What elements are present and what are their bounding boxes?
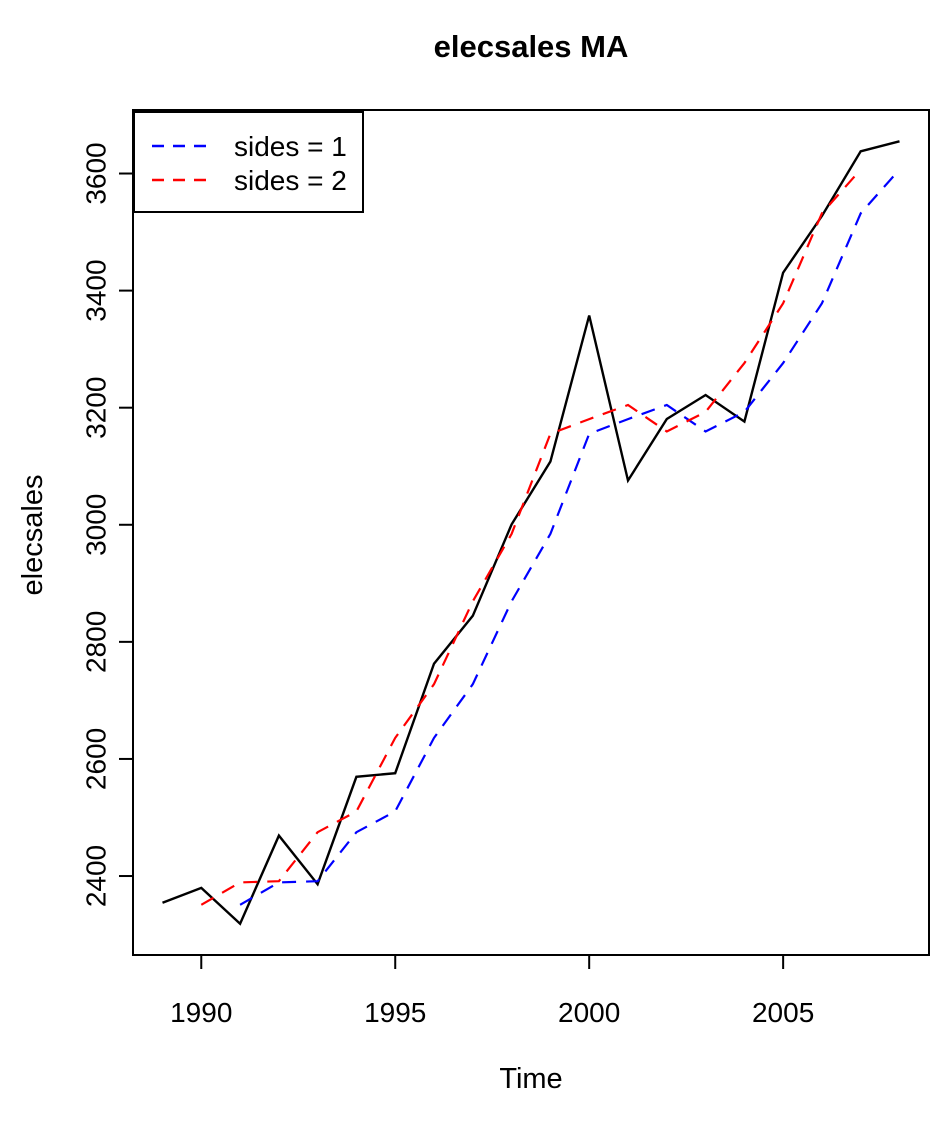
legend-item-label: sides = 1 <box>234 131 347 162</box>
y-tick-label: 3000 <box>81 494 112 556</box>
x-tick-label: 1990 <box>170 997 232 1028</box>
plot-series <box>162 140 901 926</box>
x-axis-ticks: 1990 1995 2000 2005 <box>170 955 814 1028</box>
y-axis-label: elecsales <box>17 475 49 596</box>
y-tick-label: 3600 <box>81 142 112 204</box>
y-tick-label: 3200 <box>81 377 112 439</box>
series-line-sides-1 <box>239 168 901 906</box>
series-line-sides-2 <box>200 168 862 906</box>
y-tick-label: 2400 <box>81 845 112 907</box>
series-line-elecsales <box>162 140 900 926</box>
y-axis-ticks: 2400 2600 2800 3000 3200 3400 3600 <box>81 142 133 907</box>
x-tick-label: 2005 <box>752 997 814 1028</box>
x-tick-label: 2000 <box>558 997 620 1028</box>
y-tick-label: 2600 <box>81 728 112 790</box>
legend-box <box>133 111 364 213</box>
x-axis-label: Time <box>499 1063 562 1095</box>
x-tick-label: 1995 <box>364 997 426 1028</box>
chart-title: elecsales MA <box>434 29 629 64</box>
y-tick-label: 2800 <box>81 611 112 673</box>
y-tick-label: 3400 <box>81 259 112 321</box>
plot-frame <box>132 109 930 956</box>
legend-item-label: sides = 2 <box>234 165 347 196</box>
